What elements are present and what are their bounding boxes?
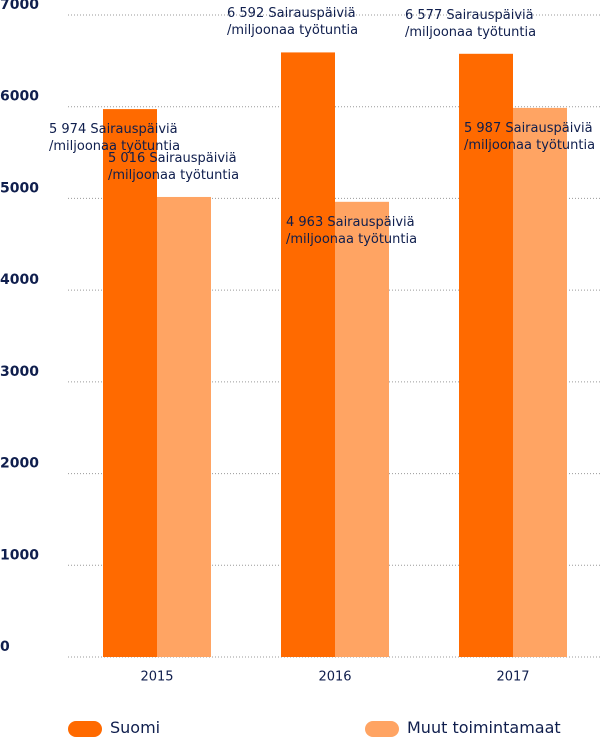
y-tick-label: 4000 [0,272,39,288]
value-label: 4 963 Sairauspäiviä /miljoonaa työtuntia [286,214,418,247]
y-tick-label: 0 [0,639,10,655]
y-tick-label: 3000 [0,364,39,380]
legend-label: Muut toimintamaat [407,718,561,737]
x-tick-label: 2016 [318,670,351,685]
value-label: 6 592 Sairauspäiviä /miljoonaa työtuntia [227,6,359,39]
y-tick-label: 7000 [0,0,39,13]
bar [103,109,157,657]
y-tick-label: 1000 [0,547,39,563]
bar [281,52,335,657]
y-tick-label: 5000 [0,180,39,196]
bar [157,196,211,658]
value-label: 5 974 Sairauspäiviä /miljoonaa työtuntia [49,122,181,155]
x-tick-label: 2015 [140,670,173,685]
legend-swatch [68,721,102,737]
bar [335,201,389,657]
y-tick-label: 2000 [0,456,39,472]
bar [459,53,513,657]
legend-label: Suomi [110,718,161,737]
legend-swatch [365,721,399,737]
value-label: 6 577 Sairauspäiviä /miljoonaa työtuntia [405,7,537,40]
value-label: 5 987 Sairauspäiviä /miljoonaa työtuntia [464,120,596,153]
bar [513,107,567,658]
x-tick-label: 2017 [496,670,529,685]
value-label: 5 016 Sairauspäiviä /miljoonaa työtuntia [108,150,240,183]
y-tick-label: 6000 [0,89,39,105]
